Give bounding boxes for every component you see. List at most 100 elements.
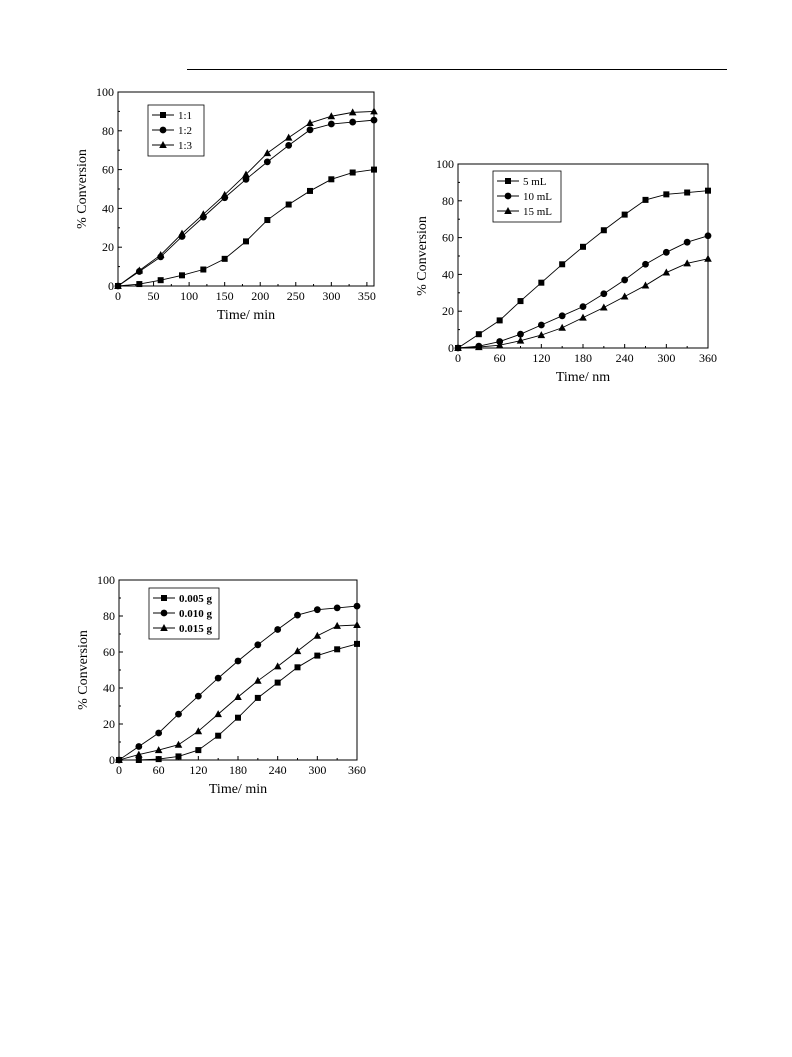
y-axis-label: % Conversion <box>415 216 430 296</box>
data-point <box>580 243 586 250</box>
x-tick-label: 300 <box>657 351 675 365</box>
legend-entry: 1:2 <box>178 125 192 137</box>
data-point <box>199 210 208 218</box>
data-point <box>175 710 182 718</box>
legend-entry: 15 mL <box>523 206 552 218</box>
data-point <box>254 694 261 701</box>
y-tick-label: 60 <box>442 231 454 245</box>
y-tick-label: 0 <box>108 279 114 293</box>
data-point <box>600 290 608 298</box>
legend-marker <box>161 595 167 601</box>
data-point <box>155 756 162 763</box>
y-tick-label: 40 <box>442 267 454 281</box>
data-point <box>234 657 242 665</box>
data-point <box>662 268 671 276</box>
data-point <box>621 276 629 284</box>
x-tick-label: 350 <box>358 289 376 303</box>
data-point <box>516 336 525 344</box>
data-point <box>293 647 302 655</box>
data-point <box>254 676 262 684</box>
data-point <box>254 641 262 649</box>
y-tick-label: 100 <box>96 85 114 99</box>
x-tick-label: 150 <box>216 289 234 303</box>
data-point <box>558 312 566 320</box>
data-point <box>135 750 143 758</box>
data-point <box>155 729 163 737</box>
data-point <box>558 323 566 331</box>
legend-marker <box>504 192 512 200</box>
x-tick-label: 100 <box>180 289 198 303</box>
series-square <box>115 166 377 289</box>
data-point <box>284 133 293 141</box>
x-tick-label: 120 <box>532 351 550 365</box>
legend-marker <box>159 141 167 148</box>
data-point <box>174 740 183 748</box>
data-point <box>178 229 186 237</box>
data-point <box>306 119 314 127</box>
data-point <box>559 261 566 268</box>
data-point <box>314 652 321 659</box>
x-tick-label: 60 <box>153 763 165 777</box>
x-tick-label: 200 <box>251 289 269 303</box>
series-line <box>117 169 375 287</box>
legend-marker <box>159 126 167 134</box>
data-point <box>537 321 545 329</box>
x-tick-label: 180 <box>229 763 247 777</box>
data-point <box>662 248 670 256</box>
y-tick-label: 0 <box>448 341 454 355</box>
x-tick-label: 0 <box>116 763 122 777</box>
data-point <box>273 662 282 670</box>
y-tick-label: 100 <box>436 157 454 171</box>
x-axis-label: Time/ min <box>209 782 267 797</box>
data-point <box>214 674 222 682</box>
legend-marker <box>160 112 166 118</box>
data-point <box>495 341 504 349</box>
data-point <box>313 631 322 639</box>
data-point <box>221 255 228 262</box>
data-point <box>683 238 691 246</box>
data-point <box>242 170 250 178</box>
x-tick-label: 360 <box>348 763 366 777</box>
y-tick-label: 20 <box>102 240 114 254</box>
data-point <box>194 727 203 735</box>
x-tick-label: 0 <box>455 351 461 365</box>
data-point <box>263 149 272 157</box>
data-point <box>274 679 281 686</box>
x-tick-label: 250 <box>287 289 305 303</box>
data-point <box>704 254 712 262</box>
data-point <box>285 141 293 149</box>
x-tick-label: 180 <box>574 351 592 365</box>
data-point <box>705 187 711 194</box>
x-tick-label: 240 <box>616 351 634 365</box>
data-point <box>135 743 143 750</box>
y-axis-label: % Conversion <box>76 630 91 710</box>
series-circle <box>454 232 712 352</box>
legend-box <box>147 104 205 157</box>
data-point <box>704 232 712 240</box>
x-tick-label: 300 <box>308 763 326 777</box>
chart-catalyst-amount: 0 60 120 180 240 300 360 0 20 40 60 80 100 Time/ min%… <box>76 573 366 797</box>
data-point <box>214 710 222 718</box>
data-point <box>135 266 144 274</box>
data-point <box>349 169 356 176</box>
data-point <box>370 107 378 115</box>
data-point <box>353 602 361 610</box>
legend-marker <box>160 624 168 631</box>
header-rule <box>187 69 727 70</box>
legend-box <box>492 170 562 223</box>
data-point <box>328 176 335 183</box>
y-tick-label: 40 <box>103 681 115 695</box>
data-point <box>371 166 377 173</box>
x-tick-label: 360 <box>699 351 717 365</box>
data-point <box>663 191 670 198</box>
legend-marker <box>160 609 168 617</box>
x-axis-label: Time/ min <box>217 308 275 323</box>
y-tick-label: 80 <box>442 194 454 208</box>
data-point <box>175 753 182 760</box>
data-point <box>243 238 249 245</box>
y-tick-label: 20 <box>103 717 115 731</box>
data-point <box>579 303 587 310</box>
data-point <box>263 158 271 166</box>
x-tick-label: 300 <box>322 289 340 303</box>
data-point <box>306 126 314 134</box>
